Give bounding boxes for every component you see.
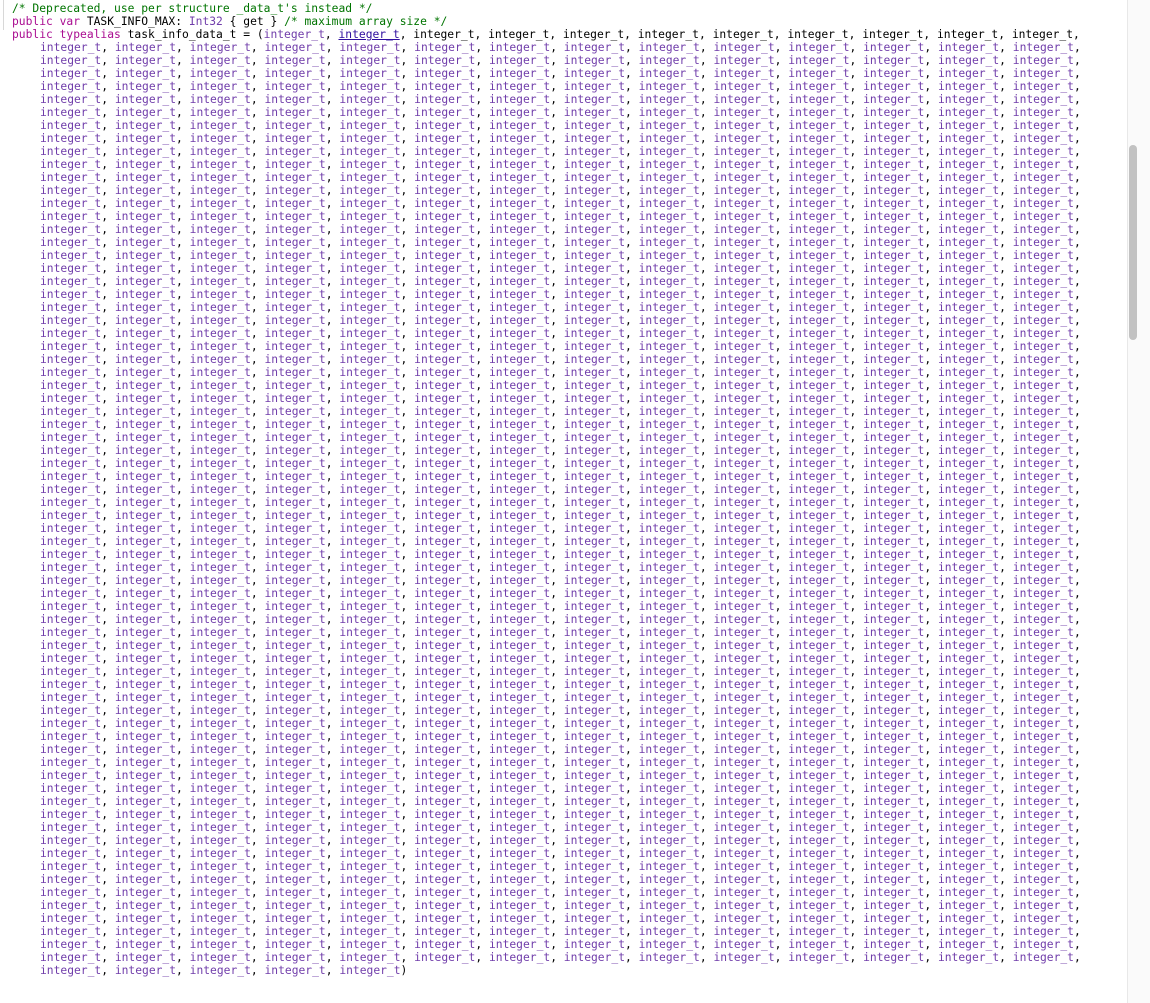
code-token: public typealias xyxy=(12,28,121,41)
code-line: integer_t, integer_t, integer_t, integer… xyxy=(40,327,1081,340)
code-line: integer_t, integer_t, integer_t, integer… xyxy=(40,249,1081,262)
code-line: integer_t, integer_t, integer_t, integer… xyxy=(40,509,1081,522)
code-line: integer_t, integer_t, integer_t, integer… xyxy=(40,67,1081,80)
code-line: integer_t, integer_t, integer_t, integer… xyxy=(40,197,1081,210)
code-line: integer_t, integer_t, integer_t, integer… xyxy=(40,418,1081,431)
code-line: integer_t, integer_t, integer_t, integer… xyxy=(40,704,1081,717)
code-line: integer_t, integer_t, integer_t, integer… xyxy=(40,665,1081,678)
code-line: integer_t, integer_t, integer_t, integer… xyxy=(40,691,1081,704)
code-line: integer_t, integer_t, integer_t, integer… xyxy=(40,678,1081,691)
code-token: /* Deprecated, use per structure _data_t… xyxy=(12,2,373,15)
code-token: Int32 xyxy=(188,15,223,28)
code-line: integer_t, integer_t, integer_t, integer… xyxy=(40,938,1081,951)
code-line: integer_t, integer_t, integer_t, integer… xyxy=(40,457,1081,470)
code-token: task_info_data_t = ( xyxy=(120,28,264,41)
code-line: integer_t, integer_t, integer_t, integer… xyxy=(40,717,1081,730)
code-token: TASK_INFO_MAX: xyxy=(80,15,189,28)
code-line: integer_t, integer_t, integer_t, integer… xyxy=(40,54,1081,67)
code-line: integer_t, integer_t, integer_t, integer… xyxy=(40,119,1081,132)
scrollbar-thumb[interactable] xyxy=(1129,145,1137,340)
code-line: integer_t, integer_t, integer_t, integer… xyxy=(40,756,1081,769)
code-line: integer_t, integer_t, integer_t, integer… xyxy=(40,899,1081,912)
code-token: , integer_t, integer_t, integer_t, integ… xyxy=(399,28,1080,41)
code-line: integer_t, integer_t, integer_t, integer… xyxy=(40,496,1081,509)
code-line: integer_t, integer_t, integer_t, integer… xyxy=(40,262,1081,275)
code-line: integer_t, integer_t, integer_t, integer… xyxy=(40,184,1081,197)
code-token: integer_t xyxy=(263,28,325,41)
code-line: integer_t, integer_t, integer_t, integer… xyxy=(40,548,1081,561)
code-line: integer_t, integer_t, integer_t, integer… xyxy=(40,80,1081,93)
code-line: integer_t, integer_t, integer_t, integer… xyxy=(40,158,1081,171)
code-line: integer_t, integer_t, integer_t, integer… xyxy=(40,366,1081,379)
code-token: public var xyxy=(12,15,81,28)
code-line: /* Deprecated, use per structure _data_t… xyxy=(12,2,372,15)
code-line: integer_t, integer_t, integer_t, integer… xyxy=(40,132,1081,145)
code-line: integer_t, integer_t, integer_t, integer… xyxy=(40,405,1081,418)
code-line: integer_t, integer_t, integer_t, integer… xyxy=(40,314,1081,327)
code-line: integer_t, integer_t, integer_t, integer… xyxy=(40,470,1081,483)
code-line: integer_t, integer_t, integer_t, integer… xyxy=(40,392,1081,405)
code-line: integer_t, integer_t, integer_t, integer… xyxy=(40,600,1081,613)
code-line: integer_t, integer_t, integer_t, integer… xyxy=(40,834,1081,847)
code-line: integer_t, integer_t, integer_t, integer… xyxy=(40,886,1081,899)
code-line: integer_t, integer_t, integer_t, integer… xyxy=(40,522,1081,535)
gutter-edge xyxy=(0,0,4,30)
code-line: integer_t, integer_t, integer_t, integer… xyxy=(40,860,1081,873)
code-line: integer_t, integer_t, integer_t, integer… xyxy=(40,925,1081,938)
code-line: integer_t, integer_t, integer_t, integer… xyxy=(40,223,1081,236)
code-line: integer_t, integer_t, integer_t, integer… xyxy=(40,275,1081,288)
code-line: integer_t, integer_t, integer_t, integer… xyxy=(40,444,1081,457)
code-line: integer_t, integer_t, integer_t, integer… xyxy=(40,873,1081,886)
code-line: integer_t, integer_t, integer_t, integer… xyxy=(40,951,1081,964)
code-line: integer_t, integer_t, integer_t, integer… xyxy=(40,535,1081,548)
code-line: integer_t, integer_t, integer_t, integer… xyxy=(40,964,408,977)
code-line: integer_t, integer_t, integer_t, integer… xyxy=(40,613,1081,626)
code-token: , xyxy=(324,28,339,41)
code-line: integer_t, integer_t, integer_t, integer… xyxy=(40,587,1081,600)
code-line: integer_t, integer_t, integer_t, integer… xyxy=(40,743,1081,756)
code-line: integer_t, integer_t, integer_t, integer… xyxy=(40,730,1081,743)
code-line: integer_t, integer_t, integer_t, integer… xyxy=(40,171,1081,184)
code-line: integer_t, integer_t, integer_t, integer… xyxy=(40,288,1081,301)
code-line: integer_t, integer_t, integer_t, integer… xyxy=(40,483,1081,496)
code-line: integer_t, integer_t, integer_t, integer… xyxy=(40,561,1081,574)
code-line: integer_t, integer_t, integer_t, integer… xyxy=(40,782,1081,795)
code-line: integer_t, integer_t, integer_t, integer… xyxy=(40,808,1081,821)
code-line: integer_t, integer_t, integer_t, integer… xyxy=(40,639,1081,652)
code-line: integer_t, integer_t, integer_t, integer… xyxy=(40,236,1081,249)
code-line: integer_t, integer_t, integer_t, integer… xyxy=(40,847,1081,860)
code-line: integer_t, integer_t, integer_t, integer… xyxy=(40,145,1081,158)
code-line: integer_t, integer_t, integer_t, integer… xyxy=(40,93,1081,106)
code-line: integer_t, integer_t, integer_t, integer… xyxy=(40,106,1081,119)
code-line: integer_t, integer_t, integer_t, integer… xyxy=(40,626,1081,639)
code-line: integer_t, integer_t, integer_t, integer… xyxy=(40,652,1081,665)
code-line: integer_t, integer_t, integer_t, integer… xyxy=(40,821,1081,834)
code-line: integer_t, integer_t, integer_t, integer… xyxy=(40,574,1081,587)
code-line: integer_t, integer_t, integer_t, integer… xyxy=(40,431,1081,444)
code-line: integer_t, integer_t, integer_t, integer… xyxy=(40,795,1081,808)
type-link[interactable]: integer_t xyxy=(338,28,400,41)
code-line: integer_t, integer_t, integer_t, integer… xyxy=(40,353,1081,366)
code-line: integer_t, integer_t, integer_t, integer… xyxy=(40,379,1081,392)
code-line: integer_t, integer_t, integer_t, integer… xyxy=(40,769,1081,782)
code-line: public var TASK_INFO_MAX: Int32 { get } … xyxy=(12,15,447,28)
code-line: integer_t, integer_t, integer_t, integer… xyxy=(40,210,1081,223)
code-line: integer_t, integer_t, integer_t, integer… xyxy=(40,41,1081,54)
code-token: /* maximum array size */ xyxy=(284,15,448,28)
code-line: integer_t, integer_t, integer_t, integer… xyxy=(40,340,1081,353)
code-line: integer_t, integer_t, integer_t, integer… xyxy=(40,301,1081,314)
code-line: public typealias task_info_data_t = (int… xyxy=(12,28,1080,41)
code-token: { get } xyxy=(222,15,285,28)
code-line: integer_t, integer_t, integer_t, integer… xyxy=(40,912,1081,925)
